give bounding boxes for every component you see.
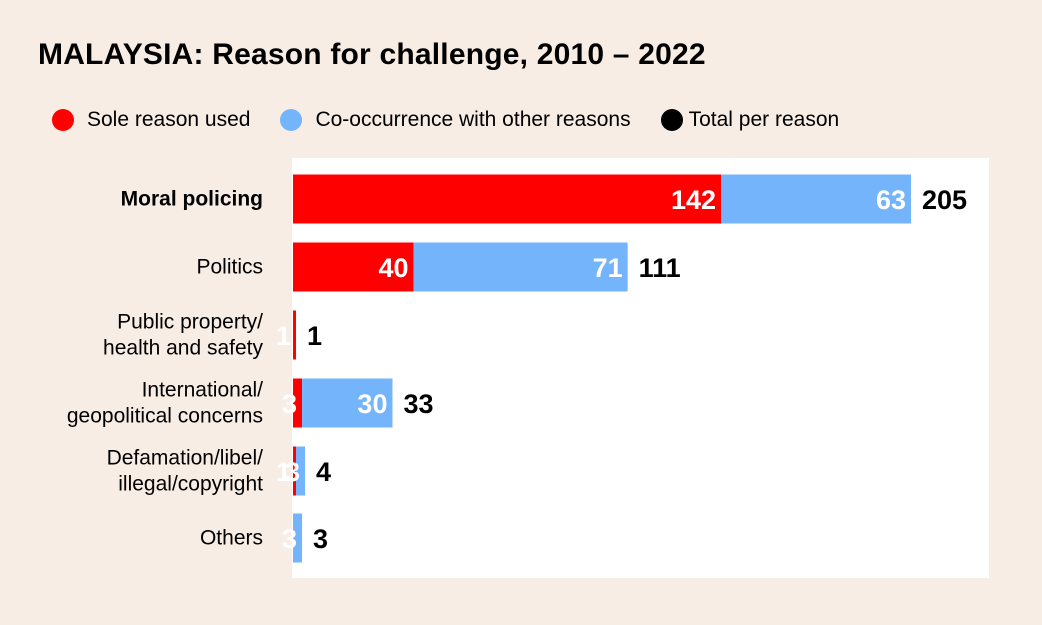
legend-label-co-occurrence: Co-occurrence with other reasons [315, 108, 631, 131]
legend-label-total: Total per reason [688, 108, 840, 131]
category-label: geopolitical concerns [67, 405, 263, 428]
bar-segment-sole [293, 446, 297, 496]
chart-title: MALAYSIA: Reason for challenge, 2010 – 2… [38, 38, 706, 71]
category-label: illegal/copyright [118, 473, 263, 496]
bar-value-co-occurrence: 3 [285, 457, 300, 487]
category-label: Public property/ [117, 311, 263, 334]
bar-total-label: 33 [403, 389, 433, 419]
bar-value-co-occurrence: 3 [282, 524, 297, 554]
bar-segment-co-occurrence [302, 378, 393, 428]
legend-item-sole: Sole reason used [52, 108, 250, 132]
category-label: Others [200, 527, 263, 550]
bar-segment-sole [293, 378, 303, 428]
legend-swatch-sole [52, 109, 74, 131]
bar-total-label: 4 [316, 457, 331, 487]
bar-value-co-occurrence: 30 [357, 389, 387, 419]
bar-segment-co-occurrence [413, 242, 628, 292]
chart-legend: Sole reason used Co-occurrence with othe… [52, 108, 839, 132]
bar-total-label: 1 [307, 321, 322, 351]
bar-segment-sole [293, 174, 722, 224]
bar-value-co-occurrence: 71 [593, 253, 623, 283]
bar-value-sole: 142 [671, 185, 716, 215]
legend-swatch-total [660, 109, 683, 131]
bar-segment-co-occurrence [721, 174, 911, 224]
category-label: Moral policing [121, 188, 263, 211]
legend-swatch-co-occurrence [280, 109, 303, 131]
legend-label-sole: Sole reason used [87, 108, 251, 131]
bar-value-sole: 1 [276, 321, 291, 351]
bar-total-label: 205 [922, 185, 967, 215]
category-label: International/ [142, 379, 264, 402]
category-label: Defamation/libel/ [107, 447, 264, 470]
bar-total-label: 111 [639, 253, 681, 283]
bar-value-sole: 40 [379, 253, 409, 283]
plot-area [292, 158, 989, 578]
bar-value-sole: 3 [282, 389, 297, 419]
legend-item-total: Total per reason [660, 108, 840, 132]
bar-segment-sole [293, 310, 297, 360]
bar-segment-sole [293, 242, 414, 292]
bar-segment-co-occurrence [296, 446, 306, 496]
bar-total-label: 3 [313, 524, 328, 554]
bar-value-sole: 1 [276, 457, 291, 487]
category-label: Politics [196, 256, 263, 279]
bar-value-co-occurrence: 63 [876, 185, 906, 215]
category-label: health and safety [103, 337, 263, 360]
legend-item-co-occurrence: Co-occurrence with other reasons [280, 108, 631, 132]
bar-segment-co-occurrence [293, 513, 303, 563]
